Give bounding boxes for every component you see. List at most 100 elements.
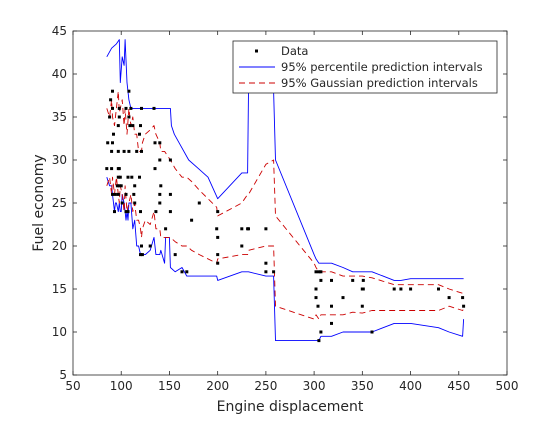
data-point — [399, 287, 403, 291]
data-point — [330, 278, 333, 282]
data-point — [317, 270, 321, 274]
series-1-lower-line — [106, 177, 465, 342]
data-point — [168, 158, 172, 162]
data-point — [128, 124, 132, 128]
data-point — [158, 158, 162, 162]
data-point — [158, 141, 162, 145]
data-point — [116, 192, 120, 196]
data-point — [158, 192, 162, 196]
data-point — [264, 261, 268, 265]
data-point — [115, 184, 119, 188]
data-point — [126, 210, 130, 214]
data-point — [216, 235, 220, 239]
data-point — [117, 106, 121, 110]
series-layer — [105, 39, 466, 343]
data-point — [437, 287, 440, 291]
data-point — [168, 192, 172, 196]
data-point — [153, 141, 157, 145]
data-point — [118, 175, 122, 179]
data-point — [360, 304, 364, 308]
data-point — [111, 141, 114, 145]
data-point — [216, 210, 220, 214]
data-point — [361, 287, 365, 291]
data-point — [180, 270, 184, 274]
legend-label-2: 95% Gaussian prediction intervals — [281, 76, 478, 90]
legend-box — [232, 40, 498, 94]
data-point — [113, 192, 117, 196]
data-point — [351, 278, 355, 282]
data-point — [109, 98, 113, 102]
data-point — [409, 287, 413, 291]
data-point — [139, 253, 142, 257]
data-point — [216, 253, 220, 257]
data-point — [148, 244, 152, 248]
data-point — [117, 115, 121, 119]
x-tick-label: 350 — [351, 379, 374, 393]
data-point — [314, 287, 318, 291]
data-point — [392, 287, 396, 291]
data-point — [110, 149, 114, 153]
axes-layer: 50 100 150 200 250 300 350 400 450 500 5 10 15 20 25 30… — [31, 24, 518, 415]
data-point — [216, 261, 220, 265]
data-point — [314, 296, 318, 300]
data-point — [314, 270, 318, 274]
data-point — [247, 227, 250, 231]
data-point — [164, 227, 168, 231]
data-point — [152, 106, 156, 110]
data-point — [447, 296, 451, 300]
y-tick-label: 30 — [52, 153, 67, 167]
x-tick-label: 450 — [447, 379, 470, 393]
data-point — [124, 192, 128, 196]
data-point — [240, 227, 244, 231]
data-point — [185, 270, 189, 274]
data-point — [158, 201, 162, 205]
series-1-upper-line — [106, 39, 464, 281]
data-point — [316, 304, 320, 308]
y-tick-label: 10 — [52, 325, 67, 339]
data-point — [319, 270, 323, 274]
data-point — [140, 149, 143, 153]
data-point — [240, 244, 244, 248]
data-point — [129, 106, 133, 110]
x-tick-label: 150 — [158, 379, 181, 393]
data-point — [159, 184, 163, 188]
data-point — [330, 321, 333, 325]
x-tick-label: 500 — [496, 379, 519, 393]
data-point — [111, 192, 114, 196]
data-point — [190, 218, 194, 222]
data-point — [127, 115, 131, 119]
data-point — [319, 330, 323, 334]
data-point — [132, 192, 136, 196]
data-point — [140, 106, 143, 110]
data-point — [154, 210, 158, 214]
data-point — [108, 115, 112, 119]
data-point — [127, 149, 131, 153]
x-tick-label: 250 — [254, 379, 277, 393]
data-point — [131, 124, 135, 128]
data-point — [264, 227, 268, 231]
data-point — [126, 175, 130, 179]
data-point — [130, 175, 134, 179]
legend-marker-data — [255, 49, 258, 53]
x-axis-label: Engine displacement — [217, 399, 364, 415]
data-point — [138, 175, 141, 179]
data-point — [139, 124, 142, 128]
data-point — [106, 141, 110, 145]
data-point — [341, 296, 345, 300]
y-tick-label: 40 — [52, 67, 67, 81]
data-point — [461, 296, 465, 300]
x-tick-label: 200 — [206, 379, 229, 393]
y-tick-label: 45 — [52, 24, 67, 38]
data-point — [119, 184, 123, 188]
legend: Data 95% percentile prediction intervals 9… — [232, 40, 498, 94]
series-2-lower-line — [106, 176, 464, 320]
data-point — [140, 244, 143, 248]
data-point — [264, 270, 268, 274]
y-tick-label: 25 — [52, 196, 67, 210]
data-point — [330, 304, 333, 308]
data-point — [133, 184, 137, 188]
data-point — [135, 149, 139, 153]
data-point — [116, 149, 120, 153]
